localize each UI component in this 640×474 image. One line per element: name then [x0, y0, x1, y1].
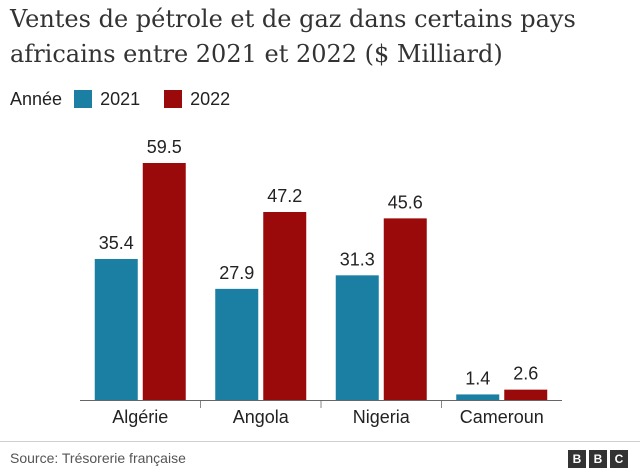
data-label-2021: 1.4 — [465, 368, 490, 388]
chart-title: Ventes de pétrole et de gaz dans certain… — [10, 5, 576, 68]
bar-2022 — [263, 211, 307, 400]
legend-title: Année — [10, 88, 63, 109]
legend-label-2022: 2022 — [190, 88, 231, 109]
data-label-2021: 31.3 — [340, 249, 375, 269]
bar-2022 — [504, 389, 548, 400]
legend-swatch-2022 — [164, 90, 183, 108]
x-tick-label: Nigeria — [353, 407, 411, 427]
legend-item-2021: 2021 — [74, 89, 140, 110]
bar-2021 — [94, 258, 138, 400]
source-note: Source: Trésorerie française — [10, 450, 186, 466]
legend-item-2022: 2022 — [164, 89, 230, 110]
x-tick-label: Angola — [233, 407, 290, 427]
x-tick-label: Cameroun — [460, 407, 544, 427]
footer: Source: Trésorerie française B B C — [0, 441, 640, 474]
bar-2021 — [215, 288, 259, 400]
bar-2022 — [142, 163, 186, 400]
bar-2022 — [383, 218, 427, 400]
bbc-logo-letter: C — [610, 450, 628, 468]
legend: Année 2021 2022 — [10, 86, 254, 112]
legend-label-2021: 2021 — [100, 88, 141, 109]
bbc-logo-letter: B — [589, 450, 607, 468]
bar-chart: 35.4 59.5 Algérie 27.9 47.2 Angola 31.3 45.6 Nig… — [80, 137, 562, 427]
legend-swatch-2021 — [74, 90, 93, 108]
data-label-2022: 2.6 — [513, 364, 538, 384]
data-label-2022: 59.5 — [147, 137, 182, 157]
bar-2021 — [456, 394, 500, 400]
bbc-logo: B B C — [568, 450, 628, 468]
data-label-2022: 45.6 — [388, 192, 423, 212]
x-tick-label: Algérie — [112, 407, 168, 427]
data-label-2022: 47.2 — [267, 186, 302, 206]
data-label-2021: 27.9 — [219, 263, 254, 283]
data-label-2021: 35.4 — [99, 233, 134, 253]
bbc-logo-letter: B — [568, 450, 586, 468]
bar-2021 — [335, 275, 379, 400]
